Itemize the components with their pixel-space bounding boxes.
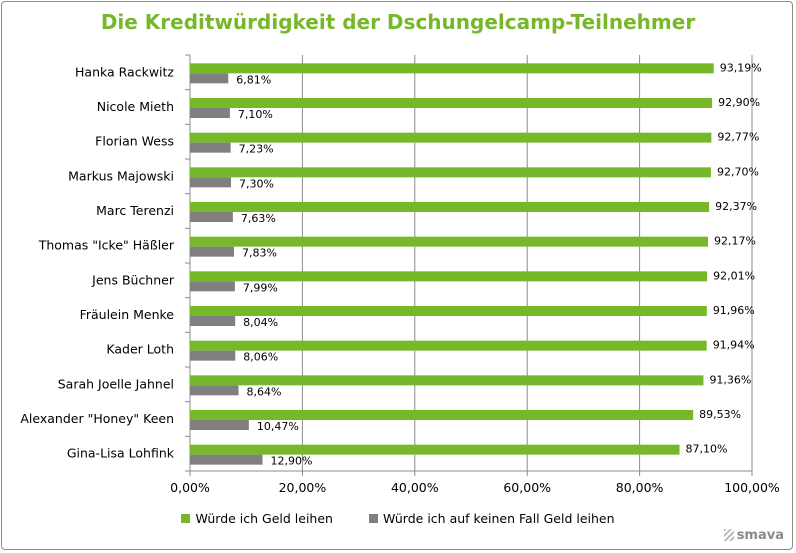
bar-green [190, 340, 707, 351]
bar-green [190, 167, 711, 178]
data-label: 7,83% [242, 247, 277, 260]
legend-swatch [181, 514, 191, 523]
bar-gray [190, 385, 239, 396]
data-label: 91,96% [713, 304, 755, 317]
bar-gray [190, 212, 233, 222]
bar-green [190, 271, 708, 282]
smava-logo: smava [723, 524, 784, 543]
data-label: 7,23% [239, 143, 274, 156]
data-label: 92,77% [717, 131, 759, 144]
bar-green [190, 236, 708, 247]
data-label: 93,19% [720, 61, 762, 74]
category-label: Sarah Joelle Jahnel [58, 376, 174, 391]
legend: Würde ich Geld leihen Würde ich auf kein… [0, 511, 796, 526]
category-label: Marc Terenzi [96, 203, 174, 218]
chart-title: Die Kreditwürdigkeit der Dschungelcamp-T… [100, 10, 696, 34]
bar-green [190, 306, 707, 316]
data-label: 87,10% [686, 443, 728, 456]
data-label: 10,47% [257, 420, 299, 433]
category-label: Gina-Lisa Lohfink [67, 446, 175, 461]
bar-green [190, 444, 680, 455]
logo-name: smava [736, 528, 784, 543]
bar-gray [190, 316, 236, 326]
bar-gray [190, 73, 229, 84]
data-label: 8,06% [243, 351, 278, 364]
data-label: 92,37% [715, 200, 757, 213]
legend-label: Würde ich auf keinen Fall Geld leihen [382, 511, 615, 526]
data-label: 92,90% [718, 96, 760, 109]
data-label: 91,94% [713, 339, 755, 352]
bar-gray [190, 108, 230, 118]
x-tick-label: 40,00% [391, 480, 439, 495]
bar-green [190, 202, 710, 212]
legend-item-green: Würde ich Geld leihen [181, 511, 333, 526]
legend-label: Würde ich Geld leihen [195, 511, 333, 526]
data-label: 8,64% [247, 385, 282, 398]
data-label: 89,53% [699, 408, 741, 421]
bar-gray [190, 420, 249, 430]
bar-gray [190, 281, 235, 292]
bar-green [190, 63, 714, 74]
data-label: 7,10% [238, 108, 273, 121]
bar-gray [190, 142, 231, 153]
x-tick-label: 0,00% [170, 480, 210, 495]
data-label: 7,99% [243, 281, 278, 294]
legend-swatch [368, 514, 378, 523]
legend-item-gray: Würde ich auf keinen Fall Geld leihen [368, 511, 615, 526]
bar-gray [190, 454, 263, 465]
data-label: 92,01% [713, 269, 755, 282]
category-label: Jens Büchner [91, 272, 175, 287]
category-label: Markus Majowski [68, 168, 174, 183]
category-label: Florian Wess [95, 134, 174, 149]
category-label: Fräulein Menke [80, 307, 175, 322]
bar-gray [190, 246, 235, 257]
x-tick-label: 20,00% [279, 480, 327, 495]
category-label: Hanka Rackwitz [75, 64, 174, 79]
bar-green [190, 375, 704, 386]
x-tick-label: 100,00% [724, 480, 780, 495]
category-label: Kader Loth [106, 342, 174, 357]
data-label: 7,63% [241, 212, 276, 225]
category-label: Thomas "Icke" Häßler [38, 238, 175, 253]
data-label: 7,30% [239, 177, 274, 190]
bar-green [190, 98, 713, 108]
bar-green [190, 410, 694, 420]
bar-green [190, 132, 712, 143]
category-label: Nicole Mieth [97, 99, 174, 114]
data-label: 92,70% [717, 165, 759, 178]
x-tick-label: 60,00% [503, 480, 551, 495]
data-label: 92,17% [714, 235, 756, 248]
bar-gray [190, 177, 232, 188]
category-label: Alexander "Honey" Keen [20, 411, 174, 426]
data-label: 8,04% [243, 316, 278, 329]
data-label: 91,36% [709, 373, 751, 386]
x-tick-label: 80,00% [616, 480, 664, 495]
bar-gray [190, 350, 236, 361]
data-label: 6,81% [236, 73, 271, 86]
smava-logo-icon [723, 528, 734, 541]
data-label: 12,90% [270, 455, 312, 468]
